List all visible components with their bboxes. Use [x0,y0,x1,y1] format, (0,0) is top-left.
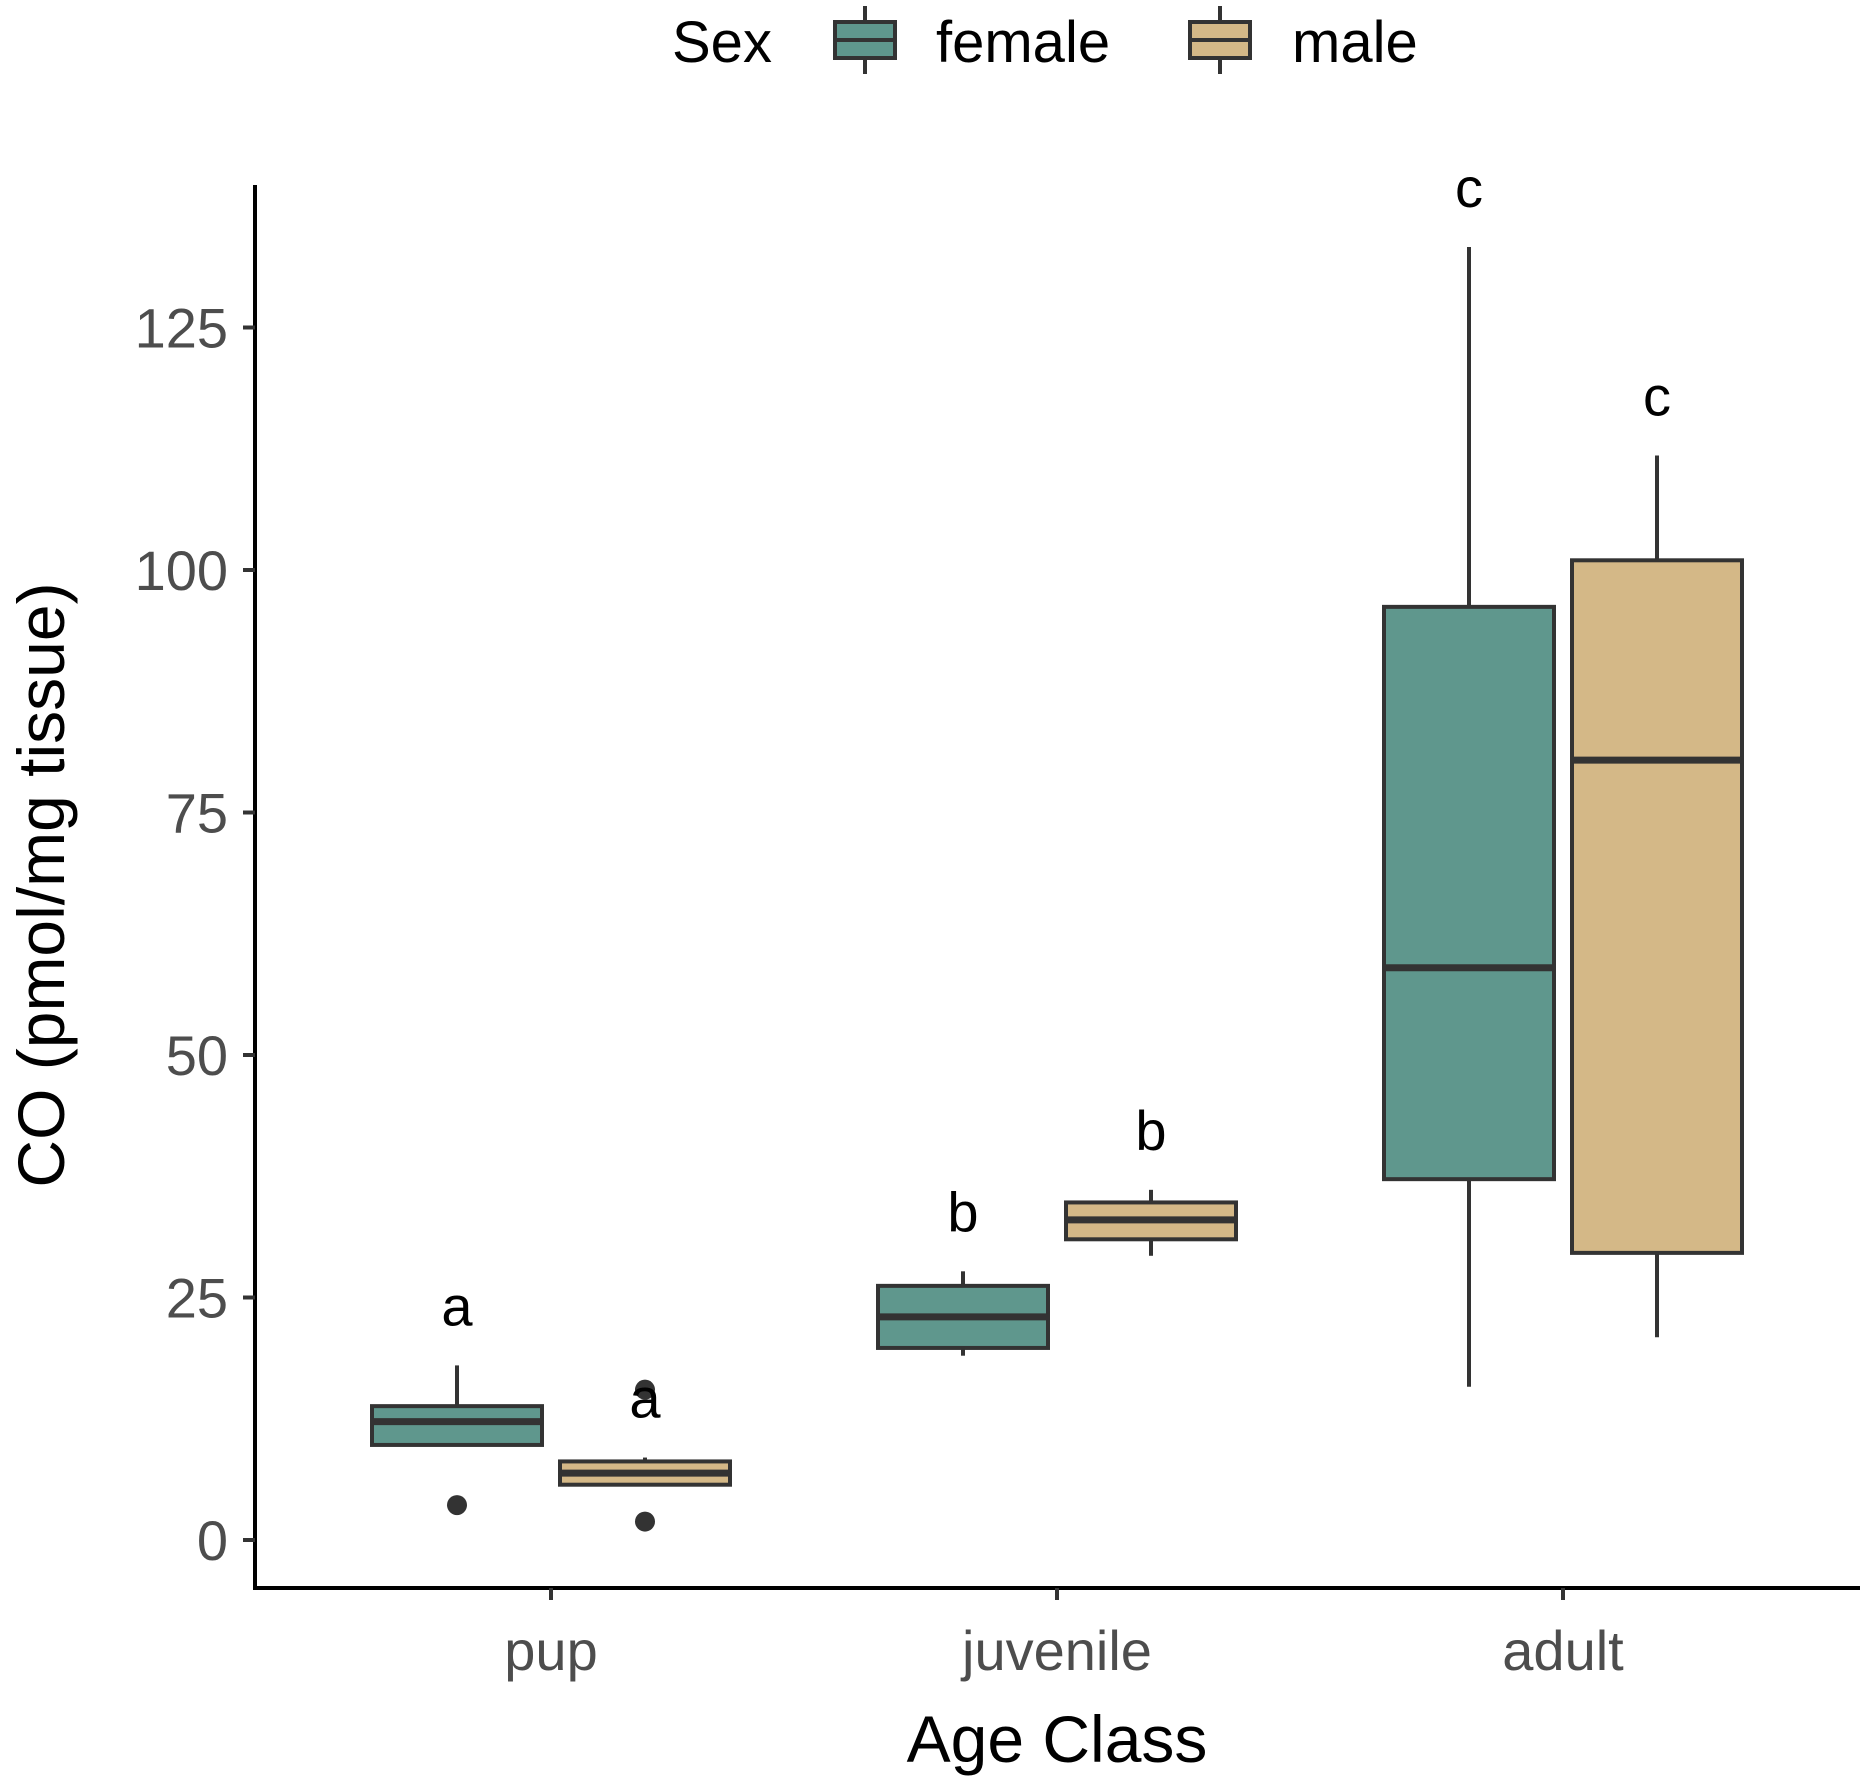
box-male-juvenile: b [1064,1099,1238,1256]
box-male-pup: a [558,1367,732,1532]
sig-letter-male-juvenile: b [1135,1099,1166,1162]
legend-key-male [1188,6,1252,74]
sig-letter-female-adult: c [1455,156,1483,219]
box-body-female-adult [1382,604,1556,1182]
plot-area: a b c a b c [370,156,1744,1532]
y-axis-ticks: 0 25 50 75 100 125 [135,297,255,1572]
x-axis-ticks: pup juvenile adult [504,1588,1624,1682]
x-axis-title: Age Class [907,1702,1208,1776]
legend-title: Sex [672,10,772,75]
box-body-male-adult [1570,558,1744,1255]
x-tick-label-juvenile: juvenile [960,1619,1152,1682]
box-female-adult: c [1382,156,1556,1387]
y-tick-label-25: 25 [166,1267,228,1330]
outlier-male-pup-1 [635,1379,655,1400]
y-tick-label-125: 125 [135,297,228,360]
x-tick-label-adult: adult [1502,1619,1624,1682]
y-tick-label-50: 50 [166,1024,228,1087]
x-tick-label-pup: pup [504,1619,597,1682]
sig-letter-male-adult: c [1643,365,1671,428]
legend: Sex female male [672,6,1418,75]
box-male-adult: c [1570,365,1744,1338]
y-tick-label-100: 100 [135,539,228,602]
y-axis-title: CO (pmol/mg tissue) [4,582,78,1187]
legend-key-female [833,6,897,74]
y-tick-label-75: 75 [166,782,228,845]
outlier-male-pup-0 [635,1511,655,1532]
box-body-female-pup [370,1404,544,1447]
y-tick-label-0: 0 [197,1509,228,1572]
legend-label-female: female [936,10,1110,75]
sig-letter-female-pup: a [441,1274,473,1337]
box-female-pup: a [370,1274,544,1516]
outlier-female-pup-0 [447,1495,467,1516]
legend-label-male: male [1292,10,1418,75]
sig-letter-male-pup: a [629,1367,661,1430]
box-female-juvenile: b [876,1180,1050,1356]
sig-letter-female-juvenile: b [947,1180,978,1243]
